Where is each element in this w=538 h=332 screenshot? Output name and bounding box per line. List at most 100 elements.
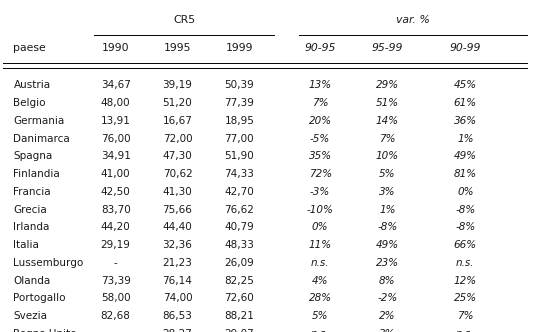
Text: Finlandia: Finlandia [13,169,60,179]
Text: 44,20: 44,20 [101,222,131,232]
Text: 29,19: 29,19 [101,240,131,250]
Text: 51,90: 51,90 [224,151,254,161]
Text: -: - [114,258,117,268]
Text: Regno Unito: Regno Unito [13,329,77,332]
Text: 82,25: 82,25 [224,276,254,286]
Text: 3%: 3% [379,329,395,332]
Text: 72,60: 72,60 [224,293,254,303]
Text: -8%: -8% [455,205,476,215]
Text: Spagna: Spagna [13,151,53,161]
Text: 1990: 1990 [102,43,130,53]
Text: 51%: 51% [376,98,399,108]
Text: 95-99: 95-99 [372,43,403,53]
Text: 76,62: 76,62 [224,205,254,215]
Text: 11%: 11% [309,240,331,250]
Text: 4%: 4% [312,276,328,286]
Text: 81%: 81% [454,169,477,179]
Text: var. %: var. % [396,15,430,25]
Text: 35%: 35% [309,151,331,161]
Text: 1995: 1995 [164,43,192,53]
Text: 51,20: 51,20 [162,98,193,108]
Text: 40,79: 40,79 [224,222,254,232]
Text: 5%: 5% [379,169,395,179]
Text: 7%: 7% [312,98,328,108]
Text: 77,00: 77,00 [224,133,254,144]
Text: Portogallo: Portogallo [13,293,66,303]
Text: 45%: 45% [454,80,477,90]
Text: 7%: 7% [457,311,473,321]
Text: -8%: -8% [455,222,476,232]
Text: 48,33: 48,33 [224,240,254,250]
Text: 41,30: 41,30 [162,187,193,197]
Text: 74,00: 74,00 [162,293,193,303]
Text: n.s.: n.s. [311,329,329,332]
Text: 66%: 66% [454,240,477,250]
Text: paese: paese [13,43,46,53]
Text: 21,23: 21,23 [162,258,193,268]
Text: 50,39: 50,39 [224,80,254,90]
Text: -3%: -3% [310,187,330,197]
Text: 49%: 49% [376,240,399,250]
Text: 74,33: 74,33 [224,169,254,179]
Text: 72,00: 72,00 [162,133,193,144]
Text: 1999: 1999 [225,43,253,53]
Text: 72%: 72% [309,169,331,179]
Text: Austria: Austria [13,80,51,90]
Text: 10%: 10% [376,151,399,161]
Text: 44,40: 44,40 [162,222,193,232]
Text: 16,67: 16,67 [162,116,193,126]
Text: n.s.: n.s. [311,258,329,268]
Text: 13,91: 13,91 [101,116,131,126]
Text: 76,00: 76,00 [101,133,131,144]
Text: -2%: -2% [377,293,398,303]
Text: 82,68: 82,68 [101,311,131,321]
Text: 42,70: 42,70 [224,187,254,197]
Text: 1%: 1% [379,205,395,215]
Text: 49%: 49% [454,151,477,161]
Text: Svezia: Svezia [13,311,47,321]
Text: 39,19: 39,19 [162,80,193,90]
Text: 5%: 5% [312,311,328,321]
Text: Grecia: Grecia [13,205,47,215]
Text: 0%: 0% [312,222,328,232]
Text: 61%: 61% [454,98,477,108]
Text: CR5: CR5 [173,15,195,25]
Text: Irlanda: Irlanda [13,222,50,232]
Text: 48,00: 48,00 [101,98,131,108]
Text: -5%: -5% [310,133,330,144]
Text: 28,27: 28,27 [162,329,193,332]
Text: -: - [114,329,117,332]
Text: 90-95: 90-95 [305,43,336,53]
Text: Olanda: Olanda [13,276,51,286]
Text: Lussemburgo: Lussemburgo [13,258,84,268]
Text: 8%: 8% [379,276,395,286]
Text: 1%: 1% [457,133,473,144]
Text: 70,62: 70,62 [162,169,193,179]
Text: n.s.: n.s. [456,329,475,332]
Text: 28%: 28% [309,293,331,303]
Text: 73,39: 73,39 [101,276,131,286]
Text: 42,50: 42,50 [101,187,131,197]
Text: 47,30: 47,30 [162,151,193,161]
Text: 23%: 23% [376,258,399,268]
Text: 7%: 7% [379,133,395,144]
Text: 34,67: 34,67 [101,80,131,90]
Text: 26,09: 26,09 [224,258,254,268]
Text: 41,00: 41,00 [101,169,131,179]
Text: 29%: 29% [376,80,399,90]
Text: 14%: 14% [376,116,399,126]
Text: 83,70: 83,70 [101,205,131,215]
Text: 75,66: 75,66 [162,205,193,215]
Text: 25%: 25% [454,293,477,303]
Text: -10%: -10% [307,205,334,215]
Text: Francia: Francia [13,187,51,197]
Text: 13%: 13% [309,80,331,90]
Text: 29,07: 29,07 [224,329,254,332]
Text: 0%: 0% [457,187,473,197]
Text: 77,39: 77,39 [224,98,254,108]
Text: 88,21: 88,21 [224,311,254,321]
Text: n.s.: n.s. [456,258,475,268]
Text: 58,00: 58,00 [101,293,131,303]
Text: Belgio: Belgio [13,98,46,108]
Text: Danimarca: Danimarca [13,133,70,144]
